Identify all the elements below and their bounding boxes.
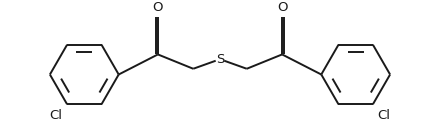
Text: Cl: Cl <box>50 109 62 122</box>
Text: S: S <box>216 53 224 66</box>
Text: Cl: Cl <box>378 109 390 122</box>
Text: O: O <box>153 1 163 14</box>
Text: O: O <box>277 1 287 14</box>
